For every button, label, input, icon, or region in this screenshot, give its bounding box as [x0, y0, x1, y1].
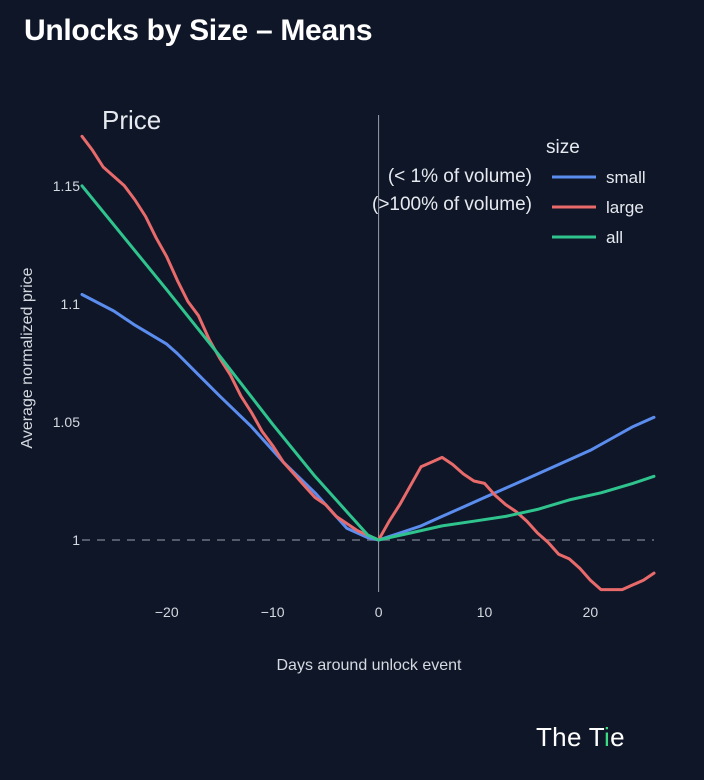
legend-label-large: large	[606, 198, 644, 217]
y-tick-label: 1	[72, 532, 80, 548]
x-axis-label: Days around unlock event	[277, 657, 463, 674]
annotation-large: (>100% of volume)	[372, 194, 532, 215]
y-tick-label: 1.1	[61, 296, 81, 312]
y-tick-label: 1.15	[53, 178, 80, 194]
series-line-large	[80, 134, 656, 592]
brand-text: The T	[536, 722, 604, 752]
brand-logo: The Tie	[536, 722, 625, 753]
x-tick-label: 0	[375, 604, 383, 620]
brand-accent: i	[603, 722, 611, 752]
legend: size small large all	[546, 137, 646, 247]
annotation-small: (< 1% of volume)	[388, 166, 532, 187]
y-tick-label: 1.05	[53, 414, 80, 430]
series-line-all	[80, 184, 656, 542]
series-line-small	[80, 293, 656, 542]
chart-title: Price	[102, 105, 161, 135]
x-tick-label: 20	[583, 604, 599, 620]
x-tick-label: −20	[155, 604, 179, 620]
x-tick-label: −10	[261, 604, 285, 620]
legend-label-all: all	[606, 228, 623, 247]
price-chart: Price 1 1.05 1.1 1.15 −20 −10 0 10 20 Average n…	[19, 105, 656, 674]
series-lines	[80, 134, 656, 592]
x-tick-label: 10	[477, 604, 493, 620]
y-axis-label: Average normalized price	[19, 267, 36, 448]
legend-label-small: small	[606, 168, 646, 187]
legend-title: size	[546, 137, 580, 158]
page-title: Unlocks by Size – Means	[24, 14, 373, 47]
x-tick-labels: −20 −10 0 10 20	[155, 604, 599, 620]
brand-suffix: e	[610, 722, 625, 752]
y-tick-labels: 1 1.05 1.1 1.15	[53, 178, 80, 548]
legend-items: small large all	[552, 168, 646, 247]
